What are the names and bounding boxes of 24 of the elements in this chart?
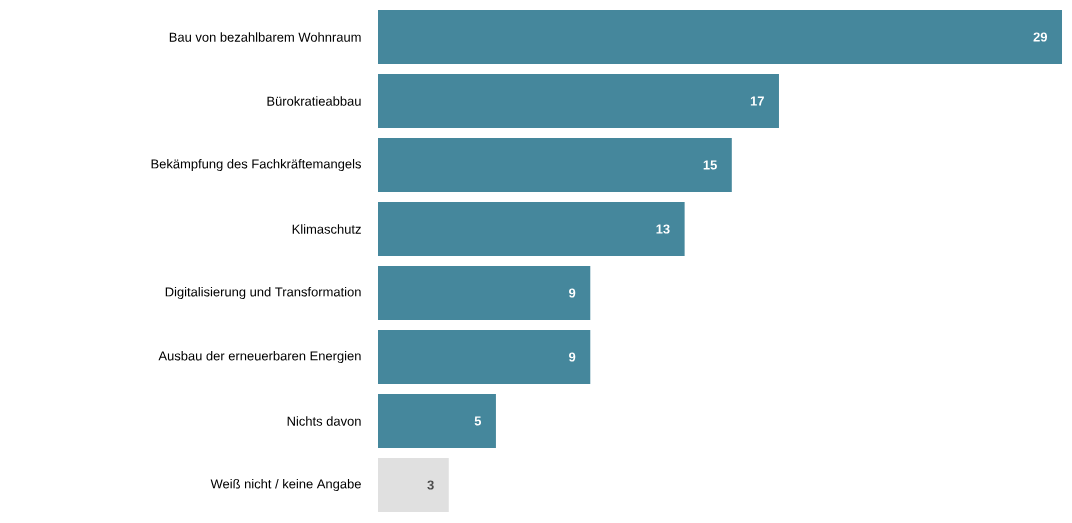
bar: [378, 394, 496, 449]
bar: [378, 266, 591, 320]
y-tick-label: Bekämpfung des Fachkräftemangels: [151, 158, 361, 172]
data-label: 17: [750, 96, 764, 106]
y-tick-label: Weiß nicht / keine Angabe: [210, 478, 361, 492]
bar: [378, 202, 685, 256]
y-tick-label: Bürokratieabbau: [267, 96, 361, 106]
y-tick-label: Klimaschutz: [292, 224, 361, 234]
data-label: 9: [569, 288, 576, 298]
data-label: 5: [474, 416, 482, 426]
y-tick-label: Ausbau der erneuerbaren Energien: [158, 350, 361, 364]
bar: [378, 74, 779, 128]
data-label: 13: [656, 224, 670, 234]
y-tick-label: Bau von bezahlbarem Wohnraum: [169, 32, 361, 42]
data-label: 29: [1033, 32, 1048, 42]
bar: [378, 10, 1063, 64]
bar: [378, 458, 449, 513]
data-label: 3: [427, 480, 434, 490]
y-tick-label: Nichts davon: [287, 416, 361, 426]
bar: [378, 330, 591, 385]
data-label: 9: [569, 352, 576, 362]
data-label: 15: [703, 160, 717, 170]
y-tick-label: Digitalisierung und Transformation: [165, 286, 361, 300]
bar: [378, 138, 732, 192]
